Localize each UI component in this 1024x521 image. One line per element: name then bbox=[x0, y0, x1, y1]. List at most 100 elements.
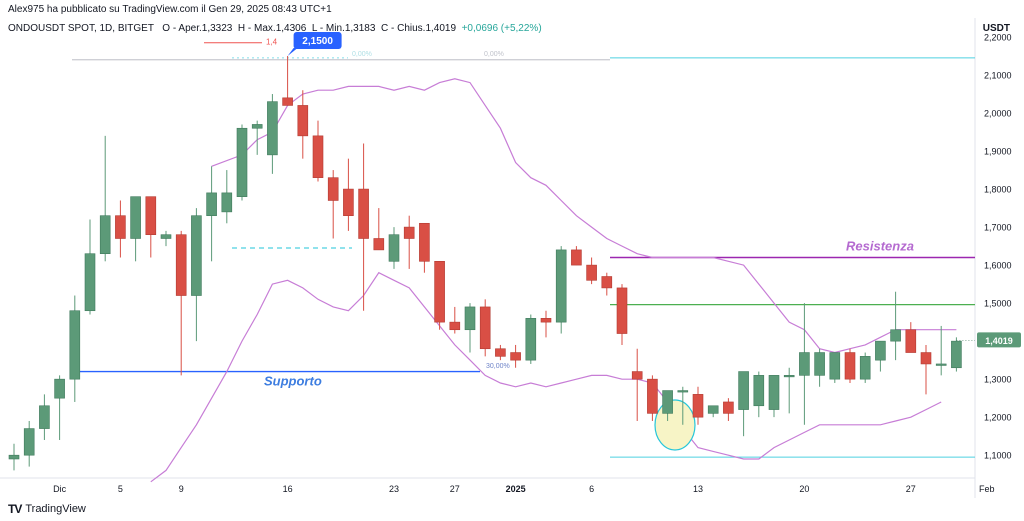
candle-body[interactable] bbox=[525, 318, 537, 361]
candle-body[interactable] bbox=[753, 375, 765, 407]
lower-bollinger-band[interactable] bbox=[150, 271, 942, 483]
candle-body[interactable] bbox=[84, 253, 96, 312]
candle-body[interactable] bbox=[510, 352, 521, 361]
candle-body[interactable] bbox=[343, 188, 354, 216]
candle-body[interactable] bbox=[829, 352, 841, 380]
candle-body[interactable] bbox=[251, 124, 263, 129]
candle-body[interactable] bbox=[236, 127, 248, 197]
candle-body[interactable] bbox=[920, 352, 932, 365]
candle-body[interactable] bbox=[692, 394, 704, 418]
candle-body[interactable] bbox=[69, 310, 81, 380]
high-value: H - Max.1,4306 bbox=[237, 23, 307, 34]
x-tick-label: 2025 bbox=[506, 484, 526, 494]
close-value: C - Chius.1,4019 bbox=[380, 23, 457, 34]
last-price-label: 1,4019 bbox=[985, 336, 1013, 346]
high-prefix-label: 1,4 bbox=[266, 38, 278, 47]
symbol[interactable]: ONDOUSDT SPOT, 1D, BITGET bbox=[8, 23, 154, 34]
candle-body[interactable] bbox=[267, 101, 278, 156]
currency-label: USDT bbox=[982, 23, 1010, 34]
candle-body[interactable] bbox=[115, 215, 126, 239]
last-price-tag[interactable] bbox=[977, 332, 1021, 348]
candle-body[interactable] bbox=[647, 378, 658, 414]
candle-body[interactable] bbox=[662, 390, 673, 414]
candle-body[interactable] bbox=[434, 261, 445, 323]
candle-body[interactable] bbox=[875, 340, 886, 361]
high-marker-pointer bbox=[287, 48, 298, 57]
x-tick-label: 27 bbox=[450, 484, 460, 494]
high-marker-label: 2,1500 bbox=[302, 36, 333, 47]
candle-body[interactable] bbox=[327, 177, 339, 201]
candle-body[interactable] bbox=[677, 390, 689, 393]
candle-body[interactable] bbox=[23, 428, 35, 456]
candle-body[interactable] bbox=[206, 192, 217, 216]
author-line: Alex975 ha pubblicato su TradingView.com… bbox=[8, 4, 332, 15]
y-tick-label: 1,7000 bbox=[984, 223, 1012, 233]
candle-body[interactable] bbox=[479, 306, 491, 350]
y-tick-label: 1,8000 bbox=[984, 185, 1012, 195]
change-value: +0,0696 (+5,22%) bbox=[461, 23, 542, 34]
candle-body[interactable] bbox=[282, 97, 293, 106]
fib-label-bottom: 30,00% bbox=[486, 363, 510, 370]
candle-body[interactable] bbox=[768, 375, 780, 410]
candle-body[interactable] bbox=[99, 215, 111, 255]
candle-body[interactable] bbox=[844, 352, 856, 380]
candle-body[interactable] bbox=[388, 234, 400, 262]
candle-body[interactable] bbox=[631, 371, 643, 380]
candle-body[interactable] bbox=[8, 454, 20, 460]
candle-body[interactable] bbox=[571, 249, 582, 266]
y-tick-label: 1,1000 bbox=[984, 451, 1012, 461]
x-tick-label: 16 bbox=[283, 484, 293, 494]
candle-body[interactable] bbox=[540, 318, 552, 323]
candle-body[interactable] bbox=[191, 215, 202, 296]
candle-body[interactable] bbox=[419, 222, 430, 262]
candle-body[interactable] bbox=[555, 249, 567, 323]
y-tick-label: 2,2000 bbox=[984, 33, 1012, 43]
x-tick-label: Feb bbox=[979, 484, 995, 494]
upper-bollinger-band[interactable] bbox=[211, 78, 957, 354]
y-tick-label: 2,0000 bbox=[984, 109, 1012, 119]
candle-body[interactable] bbox=[495, 348, 506, 357]
open-value: O - Aper.1,3323 bbox=[162, 23, 233, 34]
candle-body[interactable] bbox=[707, 405, 719, 414]
candle-body[interactable] bbox=[160, 234, 172, 239]
candle-body[interactable] bbox=[464, 306, 476, 331]
x-tick-label: 20 bbox=[799, 484, 809, 494]
candle-body[interactable] bbox=[783, 375, 795, 378]
fib-label-top-right: 0,00% bbox=[484, 51, 504, 58]
candle-body[interactable] bbox=[39, 405, 50, 429]
candle-body[interactable] bbox=[449, 321, 461, 331]
candle-body[interactable] bbox=[175, 234, 187, 296]
brand-name: TradingView bbox=[25, 503, 86, 515]
y-tick-label: 2,1000 bbox=[984, 71, 1012, 81]
high-marker-box[interactable] bbox=[293, 32, 342, 50]
candle-body[interactable] bbox=[312, 135, 324, 178]
candle-body[interactable] bbox=[890, 329, 901, 342]
candle-body[interactable] bbox=[373, 238, 385, 251]
candle-body[interactable] bbox=[935, 363, 947, 366]
candle-body[interactable] bbox=[586, 264, 597, 281]
tradingview-logo-icon[interactable]: TV bbox=[8, 502, 22, 516]
candle-body[interactable] bbox=[145, 196, 157, 235]
y-tick-label: 1,2000 bbox=[984, 413, 1012, 423]
support-label: Supporto bbox=[264, 374, 322, 389]
candle-body[interactable] bbox=[297, 105, 309, 137]
candle-body[interactable] bbox=[723, 401, 734, 414]
candle-body[interactable] bbox=[54, 378, 65, 399]
candle-body[interactable] bbox=[738, 371, 749, 410]
x-tick-label: Dic bbox=[53, 484, 66, 494]
candle-body[interactable] bbox=[799, 352, 810, 376]
candle-body[interactable] bbox=[951, 340, 962, 369]
candle-body[interactable] bbox=[221, 192, 233, 213]
x-tick-label: 23 bbox=[389, 484, 399, 494]
y-tick-label: 1,6000 bbox=[984, 261, 1012, 271]
candle-body[interactable] bbox=[616, 287, 628, 334]
candle-body[interactable] bbox=[814, 352, 825, 376]
candle-body[interactable] bbox=[905, 329, 917, 353]
highlight-ellipse[interactable] bbox=[654, 399, 696, 451]
candle-body[interactable] bbox=[601, 276, 613, 289]
candle-body[interactable] bbox=[859, 356, 871, 380]
candle-body[interactable] bbox=[130, 196, 141, 239]
candle-body[interactable] bbox=[403, 226, 415, 239]
candle-body[interactable] bbox=[358, 188, 369, 239]
